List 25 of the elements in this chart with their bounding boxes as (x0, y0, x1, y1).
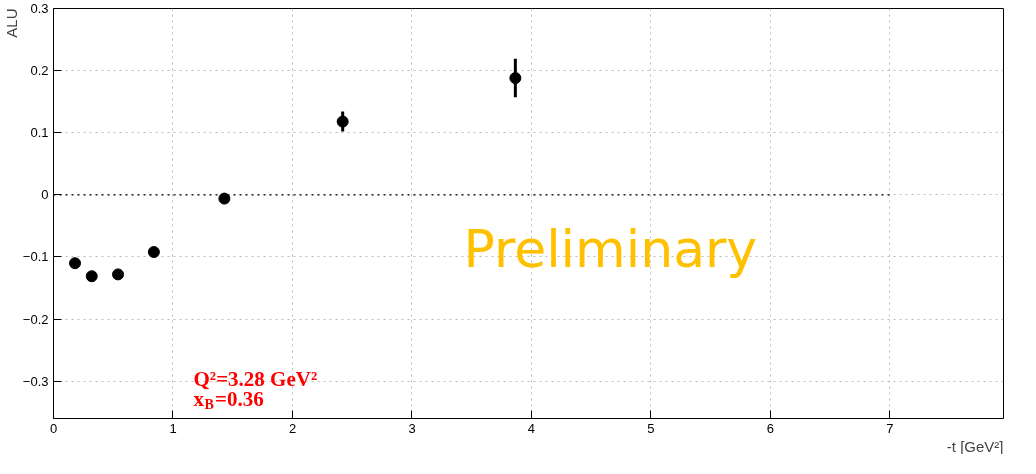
x-axis-title: -t [GeV²] (946, 437, 1004, 455)
point (509, 72, 522, 85)
y-tick-label: 0.2 (30, 63, 49, 79)
y-tick-label: 0 (41, 187, 49, 203)
x-tick-label: 5 (647, 420, 655, 436)
y-axis-title: ALU (2, 8, 20, 38)
point (147, 246, 160, 258)
x-tick-label: 1 (169, 420, 177, 436)
point (85, 270, 98, 283)
y-tick-label: −0.3 (22, 373, 49, 389)
point (69, 257, 82, 270)
x-tick-label: 2 (288, 420, 297, 436)
x-tick-label: 3 (408, 420, 416, 436)
point (218, 192, 231, 205)
x-tick-label: 4 (527, 420, 536, 436)
point (336, 115, 349, 128)
y-tick-label: −0.1 (22, 249, 49, 265)
annotation: Preliminary (463, 218, 758, 279)
y-tick-label: 0.1 (30, 125, 49, 141)
point (112, 268, 125, 281)
x-tick-label: 6 (766, 420, 775, 436)
x-tick-label: 7 (886, 420, 894, 436)
y-tick-label: −0.2 (22, 311, 49, 327)
y-tick-label: 0.3 (30, 1, 49, 16)
annotation: Q²=3.28 GeV² (193, 366, 318, 391)
